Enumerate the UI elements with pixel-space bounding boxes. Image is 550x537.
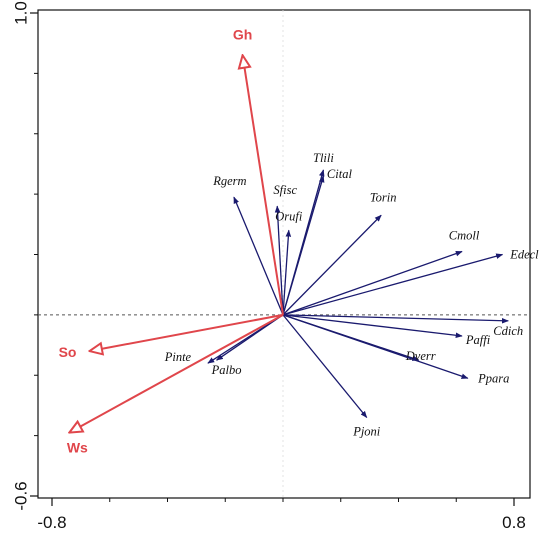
species-label-palbo: Palbo [211,363,242,377]
species-label-cital: Cital [327,167,353,181]
env-arrow-gh [243,55,284,316]
species-label-sfisc: Sfisc [273,183,297,197]
species-label-edecl: Edecl [509,248,539,262]
x-tick-label: 0.8 [502,513,526,532]
species-label-cmoll: Cmoll [449,228,480,242]
species-arrow-orufi [282,229,292,315]
env-label-so: So [59,344,77,360]
species-label-torin: Torin [370,190,397,204]
species-arrow-pjoni [282,314,368,419]
species-arrow-sfisc [274,205,284,315]
species-label-ppara: Ppara [477,371,509,385]
env-label-gh: Gh [233,26,252,42]
species-arrow-cdich [282,314,509,324]
species-arrow-paffi [282,314,463,339]
x-axis: -0.8 0.8 [37,498,526,532]
species-label-paffi: Paffi [465,333,491,347]
env-arrow-ws [69,313,284,433]
species-arrow-cmoll [282,250,463,316]
env-label-ws: Ws [67,440,88,456]
species-vectors: Tlili Cital Rgerm Sfisc Orufi Torin Cmoll Edecl… [164,151,539,439]
species-label-tlili: Tlili [313,151,334,165]
env-arrow-so [90,313,284,351]
y-tick-label: 1.0 [11,1,30,25]
environmental-vectors: Gh So Ws [59,26,284,456]
species-arrow-ppara [282,314,469,379]
species-arrow-torin [282,214,382,316]
species-label-pinte: Pinte [164,350,192,364]
species-label-orufi: Orufi [275,209,303,223]
species-label-dverr: Dverr [405,349,436,363]
x-tick-label: -0.8 [37,513,66,532]
species-label-pjoni: Pjoni [352,425,381,439]
species-label-cdich: Cdich [493,324,523,338]
species-arrow-cital [282,175,325,316]
species-arrow-rgerm [233,196,284,316]
y-tick-label: -0.6 [11,481,30,510]
species-arrow-edecl [282,253,504,316]
y-axis: 1.0 -0.6 [11,1,38,511]
species-arrow-palbo [216,314,284,361]
species-label-rgerm: Rgerm [212,174,246,188]
